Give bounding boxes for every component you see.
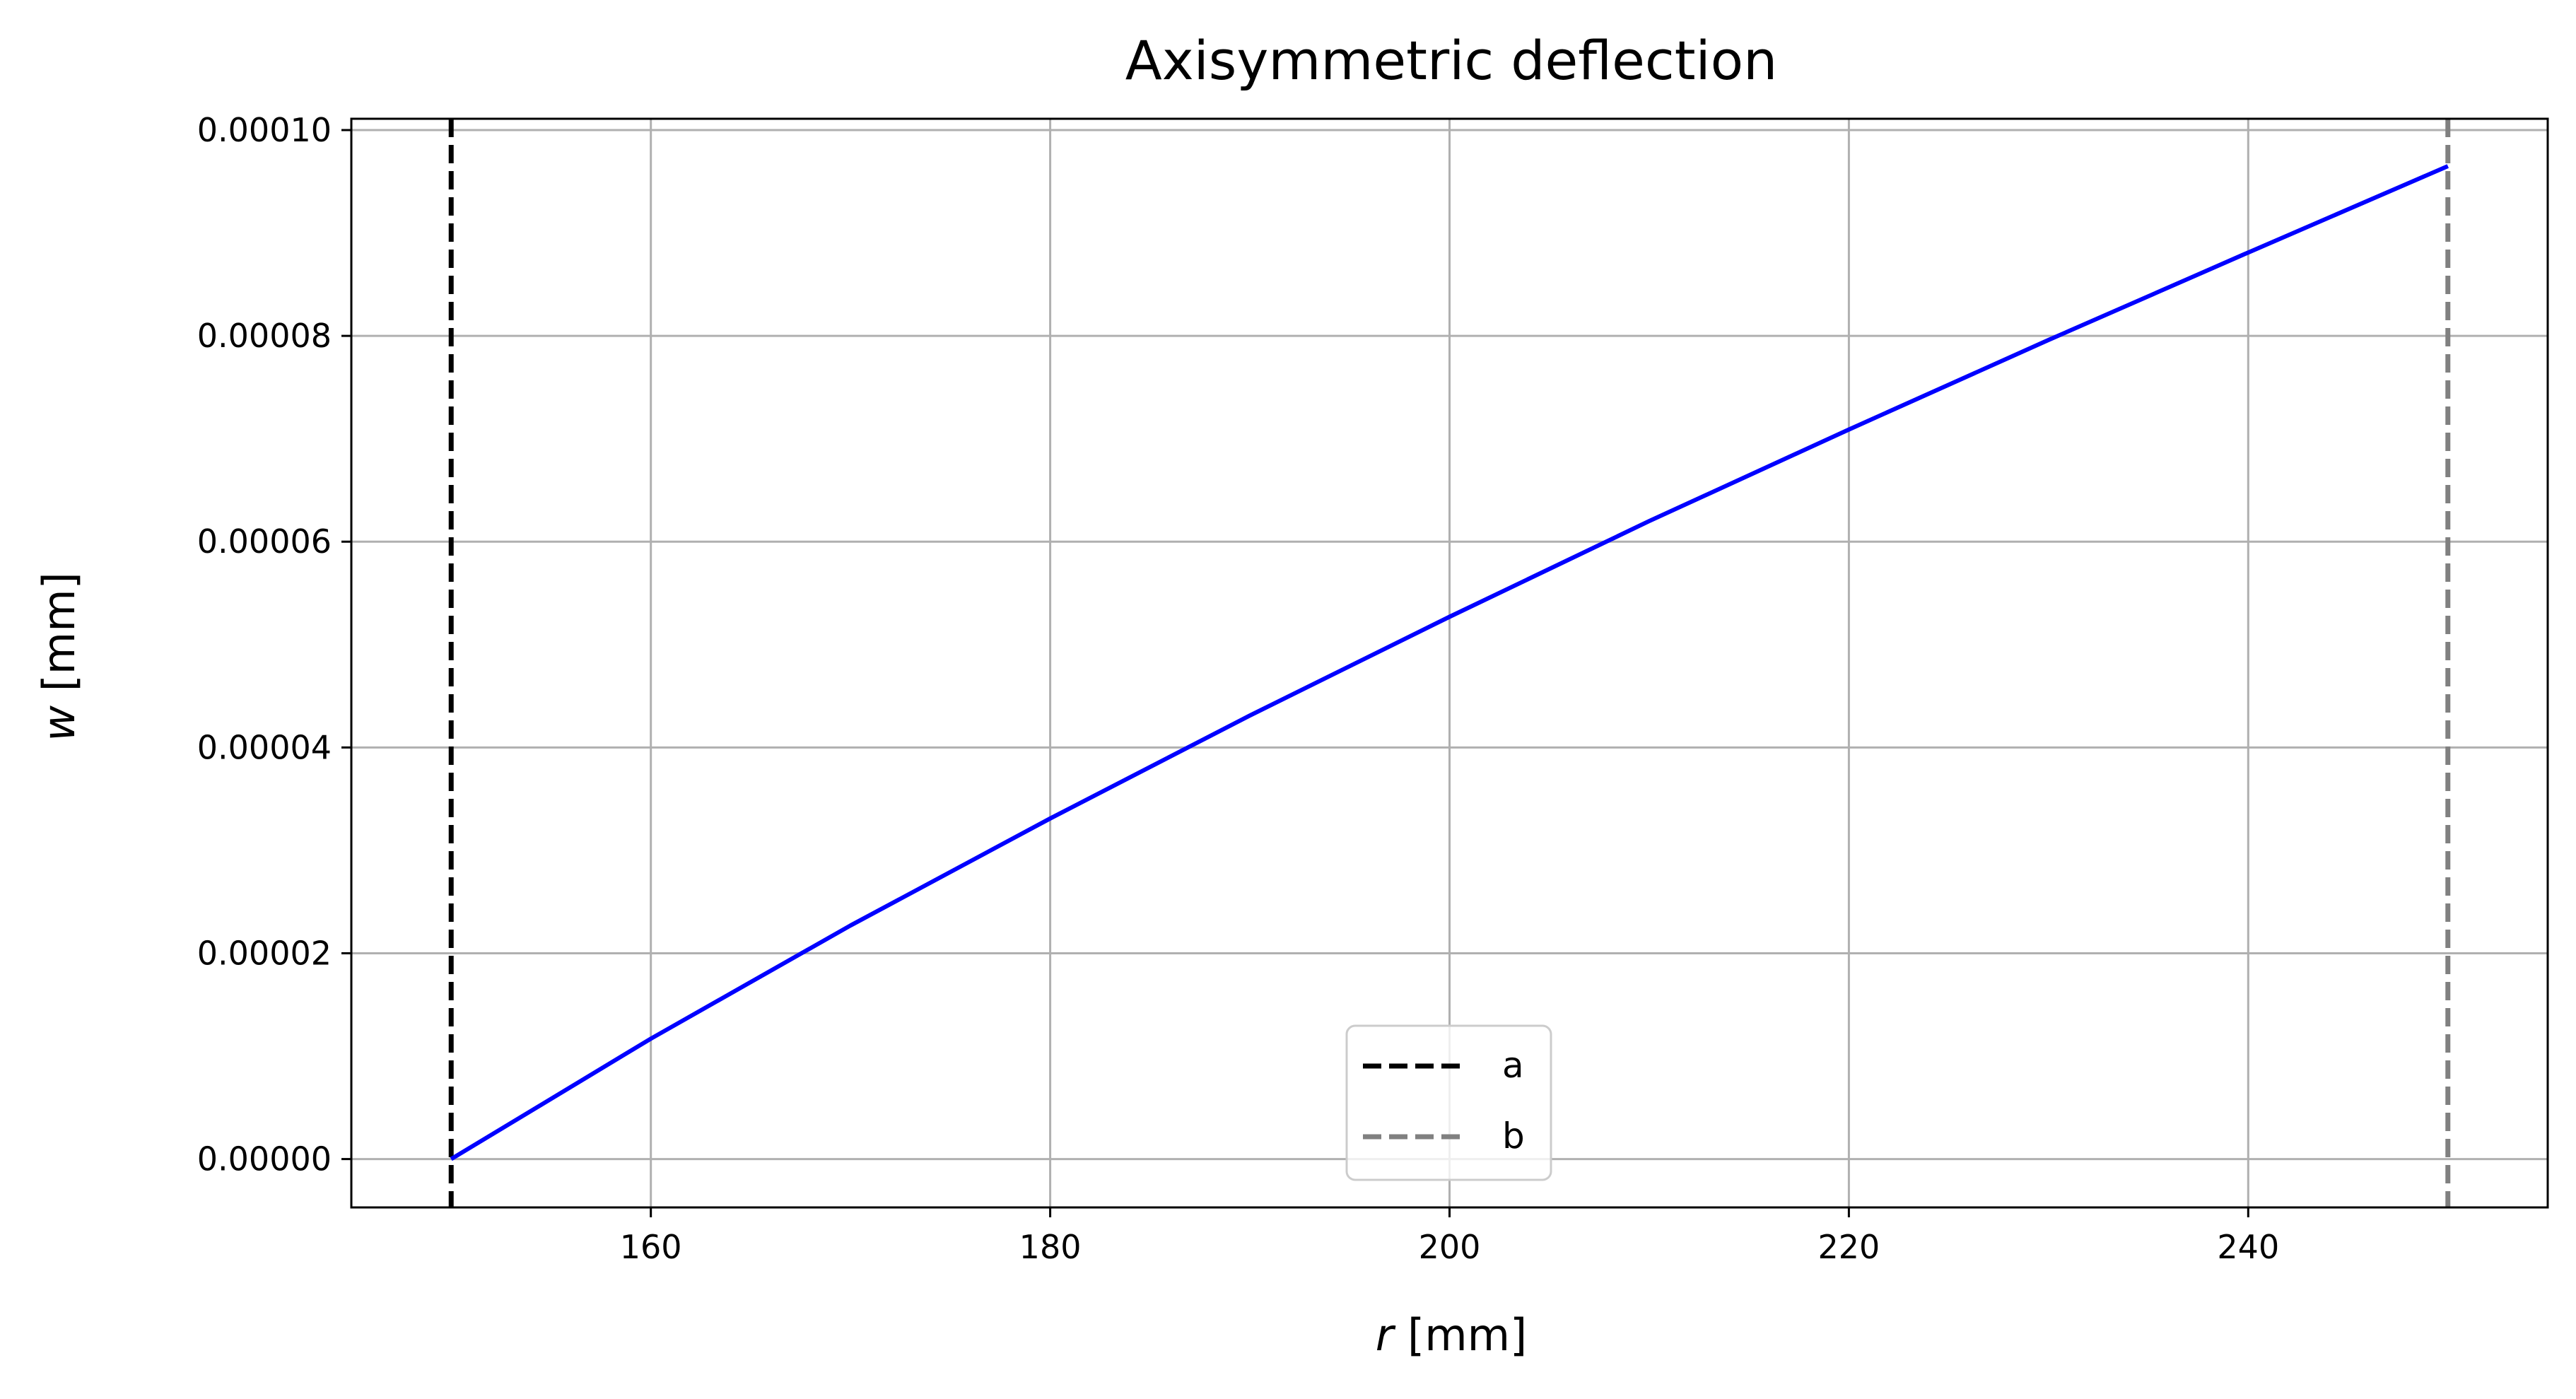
y-tick-label: 0.00010 <box>197 111 332 149</box>
y-tick-label: 0.00008 <box>197 317 332 355</box>
x-axis-unit: [mm] <box>1393 1309 1527 1361</box>
legend-label-b: b <box>1502 1116 1525 1157</box>
x-tick-label: 160 <box>620 1228 682 1266</box>
y-axis-title: w [mm] <box>33 572 85 742</box>
series-line <box>450 164 2449 1161</box>
y-axis-variable: w <box>33 706 85 742</box>
x-axis-title: r [mm] <box>1376 1309 1527 1361</box>
y-tick-label: 0.00000 <box>197 1140 332 1178</box>
plot-area <box>448 119 2451 1207</box>
y-tick-label: 0.00006 <box>197 522 332 561</box>
y-tick-label: 0.00002 <box>197 934 332 972</box>
x-axis-variable: r <box>1376 1309 1396 1361</box>
y-tick-label: 0.00004 <box>197 728 332 766</box>
legend: a b <box>1345 1024 1552 1181</box>
x-tick-label: 180 <box>1019 1228 1082 1266</box>
x-tick-label: 200 <box>1419 1228 1481 1266</box>
legend-label-a: a <box>1502 1045 1524 1086</box>
ticks: 160 180 200 220 240 0.00000 0.00002 0.00004 0.00… <box>197 111 2279 1266</box>
x-tick-label: 220 <box>1818 1228 1880 1266</box>
y-axis-unit: [mm] <box>33 572 85 706</box>
x-tick-label: 240 <box>2217 1228 2279 1266</box>
chart-title: Axisymmetric deflection <box>1125 29 1778 92</box>
